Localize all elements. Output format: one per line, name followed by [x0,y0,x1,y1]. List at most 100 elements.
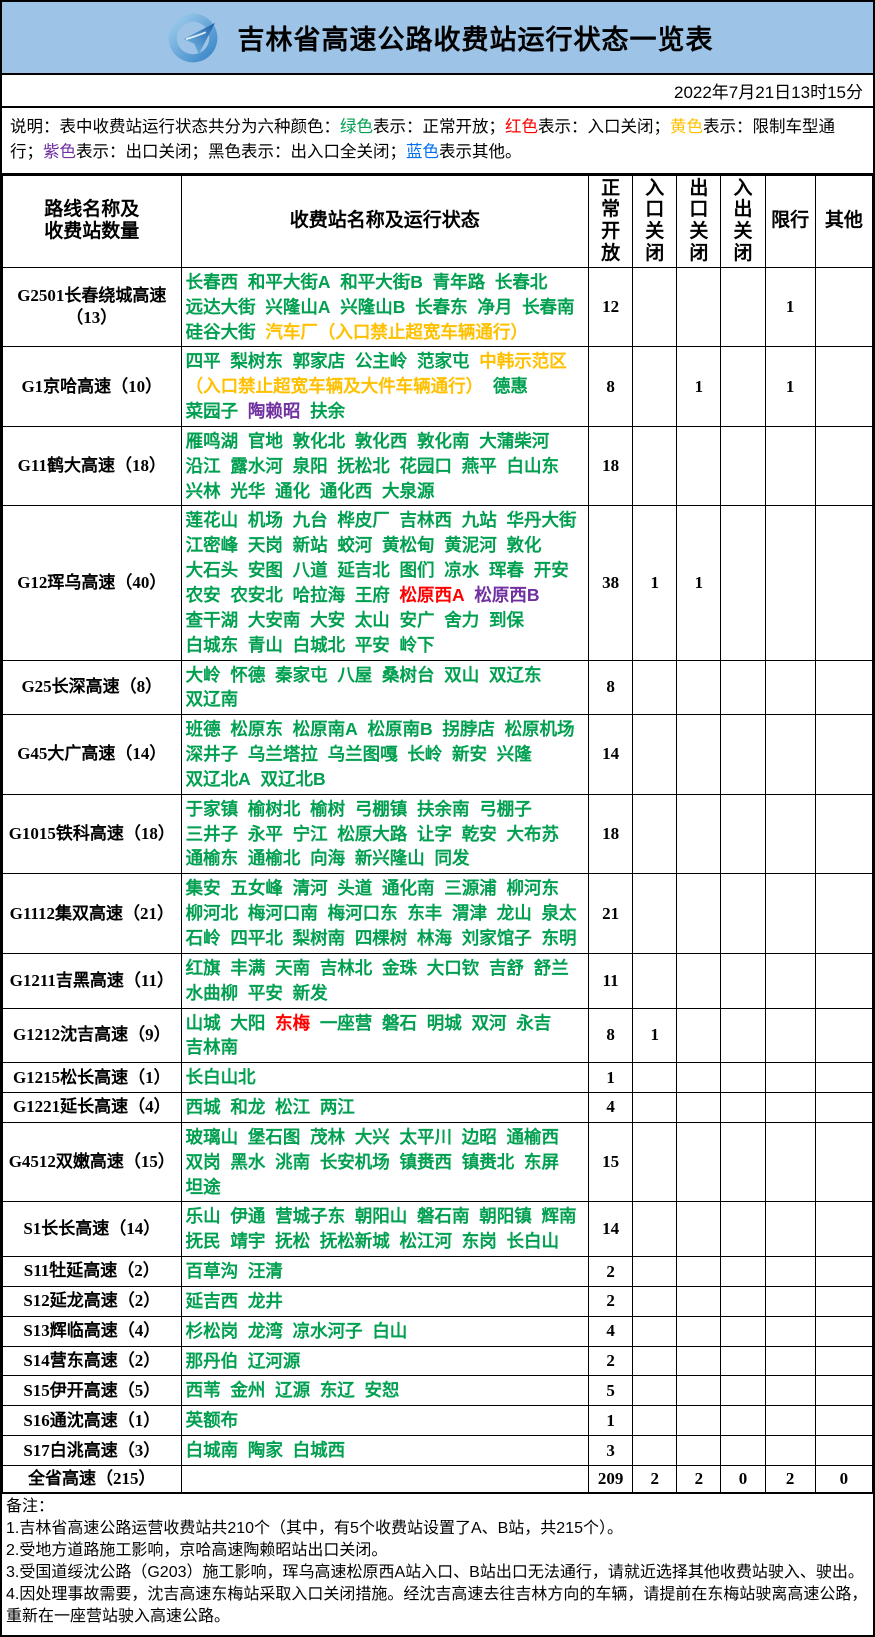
station-status-item: 太平川 [399,1126,453,1147]
route-name-cell: S16通沈高速（1） [2,1405,182,1437]
station-status-item: 凉水 [444,560,480,581]
route-name-cell: G1015铁科高速（18） [2,793,182,875]
station-status-item: 延吉西 [185,1290,239,1311]
table-row: G4512双嫩高速（15） 玻璃山 堡石图 茂林 大兴 太平川 边昭 通榆西 双岗… [2,1121,874,1203]
station-status-item: 四平北 [230,927,283,948]
station-status-item: 东岗 [461,1231,497,1252]
open-count-cell: 209 [587,1464,634,1494]
footer-notes: 备注： 1.吉林省高速公路运营收费站共210个（其中，有5个收费站设置了A、B站… [2,1493,873,1634]
station-status-item: 松原西B [474,585,540,605]
station-status-item: 陶家 [247,1440,283,1461]
legend-item-yellow-desc: 表示：限制车型通行； [10,118,835,161]
restricted-count-cell [764,1435,816,1466]
station-status-item: 吉林南 [185,1037,239,1058]
station-status-item: 舒兰 [533,957,569,978]
legend-item-black-desc: 表示：出入口全关闭； [241,142,406,161]
exit-closed-count-cell [676,1435,722,1466]
station-status-item: 辽河源 [247,1350,301,1371]
route-name-cell: 全省高速（215） [2,1464,182,1494]
entrance-closed-count-cell: 1 [632,1007,678,1064]
table-row: S16通沈高速（1） 英额布 1 [2,1405,874,1437]
table-row: G1221延长高速（4） 西城 和龙 松江 两江 4 [2,1092,874,1123]
both-closed-count-cell [720,1092,766,1123]
legend-item-green-desc: 表示：正常开放； [373,118,505,136]
station-status-item: 四棵树 [354,927,408,948]
station-status-item: 汪清 [247,1261,283,1282]
station-status-item: 长白山北 [185,1067,256,1088]
station-status-item: 黑水 [230,1151,266,1172]
station-status-item: 一座营 [319,1012,373,1033]
both-closed-count-cell [720,1315,766,1347]
station-status-item: 抚松北 [337,455,390,476]
entrance-closed-count-cell [632,1256,678,1287]
col-header-open-line2: 开放 [601,221,621,265]
station-status-item: 乌兰图嘎 [327,744,398,765]
table-row: 全省高速（215） 209 2 2 0 2 0 [2,1464,874,1494]
table-header-row: 路线名称及 收费站数量 收费站名称及运行状态 正常 开放 入口 关闭 出口 关闭 [2,174,874,268]
station-status-item: 山城 [185,1012,221,1033]
exit-closed-count-cell [676,1121,722,1203]
col-header-open: 正常 开放 [587,174,634,268]
legend-item-green-label: 绿色 [340,118,373,136]
station-list-cell: 长白山北 [180,1062,590,1094]
entrance-closed-count-cell: 1 [632,505,678,661]
open-count-cell: 38 [587,505,634,661]
station-status-item: 头道 [337,878,373,899]
footer-note-3: 3.受国道绥沈公路（G203）施工影响，珲乌高速松原西A站入口、B站出口无法通行… [6,1564,864,1582]
route-name-cell: S11牡延高速（2） [2,1256,182,1287]
station-status-item: 龙井 [247,1290,283,1311]
station-list-cell: 乐山 伊通 营城子东 朝阳山 磐石南 朝阳镇 辉南 抚民 靖宇 抚松 抚松新城 … [180,1201,590,1258]
station-status-item: 梅河口南 [247,903,318,924]
station-status-item: 双辽东 [489,664,542,685]
station-status-item: 石岭 [185,927,221,948]
table-row: G1211吉黑高速（11） 红旗 丰满 天南 吉林北 金珠 大口钦 吉舒 舒兰 水… [2,952,874,1009]
legend-note: 说明：表中收费站运行状态共分为六种颜色：绿色表示：正常开放；红色表示：入口关闭；… [2,108,873,175]
station-status-item: 天南 [275,957,311,978]
col-header-both-closed: 入出 关闭 [720,174,766,268]
station-status-item: 堡石图 [247,1126,301,1147]
entrance-closed-count-cell [632,714,678,795]
station-status-item: 安广 [399,609,435,630]
station-status-item: 凉水河子 [292,1320,363,1341]
station-status-item: 新兴隆山 [354,848,425,869]
exit-closed-count-cell [676,952,722,1009]
other-count-cell [814,1121,874,1203]
station-list-cell: 雁鸣湖 官地 敦化北 敦化西 敦化南 大蒲柴河 沿江 露水河 泉阳 抚松北 花园… [180,425,590,507]
other-count-cell [814,1405,874,1437]
station-status-item: 东梅 [275,1012,311,1033]
station-status-item: 大泉源 [382,480,435,501]
route-name-cell: S14营东高速（2） [2,1345,182,1377]
exit-closed-count-cell [676,1007,722,1064]
route-name-cell: G1212沈吉高速（9） [2,1007,182,1064]
open-count-cell: 14 [587,714,634,795]
station-status-item: 白城西 [292,1440,346,1461]
both-closed-count-cell [720,1007,766,1064]
station-status-item: 黄泥河 [444,535,497,556]
station-status-item: 西城 [185,1097,221,1118]
station-status-item: 大阳 [230,1012,266,1033]
station-status-item: 弓棚子 [479,798,532,819]
entrance-closed-count-cell [632,1345,678,1377]
route-name-cell: G45大广高速（14） [2,714,182,795]
station-status-item: 新安 [452,744,488,765]
restricted-count-cell: 1 [764,266,816,348]
col-header-exit-closed: 出口 关闭 [676,174,722,268]
station-status-item: 桦皮厂 [337,510,390,531]
entrance-closed-count-cell [632,873,678,954]
station-status-item: 向海 [310,848,346,869]
legend-item-yellow-label: 黄色 [670,118,703,136]
other-count-cell [814,793,874,875]
open-count-cell: 3 [587,1435,634,1466]
entrance-closed-count-cell [632,1092,678,1123]
station-status-item: 青山 [247,634,283,655]
both-closed-count-cell [720,952,766,1009]
station-status-item: 兴隆 [496,744,532,765]
both-closed-count-cell [720,1062,766,1094]
other-count-cell [814,505,874,661]
col-header-route-line2: 收费站数量 [44,221,140,243]
station-status-item: 哈拉海 [292,585,346,605]
station-status-item: 雁鸣湖 [185,430,239,451]
other-count-cell [814,1345,874,1377]
restricted-count-cell [764,952,816,1009]
timestamp-bar: 2022年7月21日13时15分 [2,75,873,108]
